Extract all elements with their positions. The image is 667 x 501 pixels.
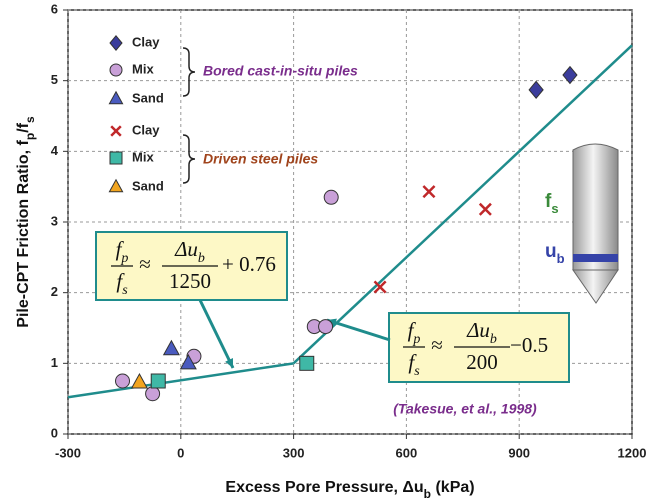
x-tick-label: 900 — [508, 445, 530, 460]
fit-line — [67, 362, 294, 399]
equation-part: −0.5 — [510, 333, 548, 357]
equation-part: 200 — [466, 350, 498, 374]
legend-group-label: Driven steel piles — [203, 151, 318, 167]
x-tick-label: 1200 — [618, 445, 647, 460]
marker — [162, 339, 180, 356]
marker — [422, 185, 436, 199]
y-tick-label: 3 — [51, 213, 58, 228]
marker — [109, 63, 123, 77]
y-tick-label: 1 — [51, 355, 58, 370]
equation-part: f — [116, 237, 125, 261]
equation-part: 200 — [466, 350, 498, 374]
equation-part: 1250 — [169, 269, 211, 293]
subscript: s — [23, 116, 37, 123]
label-part: Excess Pore Pressure, Δu — [225, 479, 423, 496]
arrow-head — [225, 358, 233, 368]
x-tick-label: -300 — [55, 445, 81, 460]
marker — [323, 189, 339, 205]
y-tick-label: 5 — [51, 72, 58, 87]
legend-brace — [182, 47, 196, 97]
arrow — [198, 299, 235, 369]
y-tick-label: 4 — [51, 143, 59, 158]
equation-part: f — [408, 318, 417, 342]
cone-label: ub — [545, 241, 565, 266]
equation-part: Δu — [466, 318, 490, 342]
marker — [299, 355, 315, 371]
marker — [318, 319, 334, 335]
subscript: p — [23, 133, 37, 140]
y-tick-label: 0 — [51, 425, 58, 440]
cone-probe — [572, 143, 619, 304]
marker — [179, 353, 197, 370]
label-part: u — [545, 241, 557, 262]
x-tick-label: 300 — [283, 445, 305, 460]
legend-label: Clay — [132, 34, 160, 49]
label-part: f — [545, 191, 552, 212]
y-axis-label: Pile-CPT Friction Ratio, fp/fs — [15, 116, 37, 328]
marker — [150, 373, 166, 389]
equation-part: f — [116, 269, 125, 293]
legend-brace — [182, 134, 196, 184]
subscript: p — [120, 251, 128, 266]
equation-part: + 0.76 — [222, 252, 276, 276]
legend-label: Mix — [132, 149, 154, 164]
legend-group-label: Bored cast-in-situ piles — [203, 63, 358, 79]
marker — [109, 35, 123, 51]
fit-line — [292, 44, 633, 365]
marker — [108, 90, 124, 105]
equation-part: Δub — [174, 237, 205, 266]
pore-sensor — [573, 254, 618, 262]
legend-label: Sand — [132, 178, 164, 193]
label-part: /f — [15, 122, 32, 132]
subscript: b — [424, 487, 431, 501]
equation-part: ≈ — [431, 333, 443, 357]
x-axis-label: Excess Pore Pressure, Δub (kPa) — [225, 479, 474, 501]
cone-label: fs — [545, 191, 559, 216]
marker — [109, 151, 123, 165]
label-part: (kPa) — [431, 479, 475, 496]
label-part: Pile-CPT Friction Ratio, f — [15, 139, 32, 327]
marker — [373, 280, 387, 294]
equation-part: fp — [408, 318, 421, 347]
equation-part: fs — [408, 350, 420, 379]
subscript: s — [122, 283, 128, 298]
subscript: s — [551, 201, 558, 216]
equation-part: f — [408, 350, 417, 374]
marker — [108, 178, 124, 193]
marker — [110, 125, 122, 137]
annotation: (Takesue, et al., 1998) — [393, 401, 537, 417]
equation-part: fs — [116, 269, 128, 298]
subscript: b — [490, 332, 497, 347]
legend-label: Mix — [132, 61, 154, 76]
marker — [528, 80, 544, 100]
y-tick-label: 6 — [51, 1, 58, 16]
subscript: s — [414, 364, 420, 379]
legend-label: Clay — [132, 122, 160, 137]
x-tick-label: 600 — [396, 445, 418, 460]
marker — [562, 65, 578, 85]
subscript: b — [557, 251, 565, 266]
marker — [115, 373, 131, 389]
arrow — [326, 318, 391, 342]
x-tick-label: 0 — [177, 445, 184, 460]
marker — [130, 372, 148, 389]
marker — [478, 202, 492, 216]
subscript: p — [412, 332, 420, 347]
marker — [145, 386, 161, 402]
subscript: b — [198, 251, 205, 266]
equation-part: ≈ — [139, 252, 151, 276]
equation-part: 1250 — [169, 269, 211, 293]
equation-part: Δub — [466, 318, 497, 347]
legend-label: Sand — [132, 90, 164, 105]
equation-part: Δu — [174, 237, 198, 261]
equation-part: fp — [116, 237, 129, 266]
y-tick-label: 2 — [51, 284, 58, 299]
